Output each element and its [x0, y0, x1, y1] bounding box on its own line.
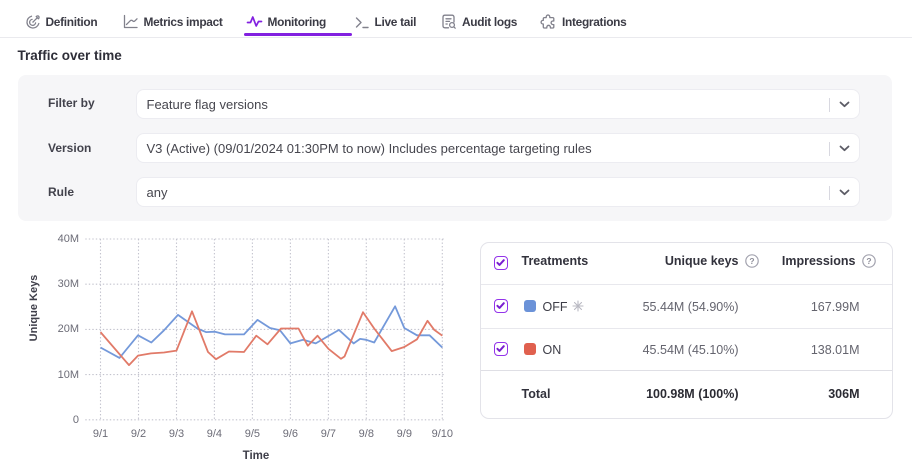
svg-text:?: ?: [866, 256, 871, 266]
svg-text:?: ?: [749, 256, 754, 266]
